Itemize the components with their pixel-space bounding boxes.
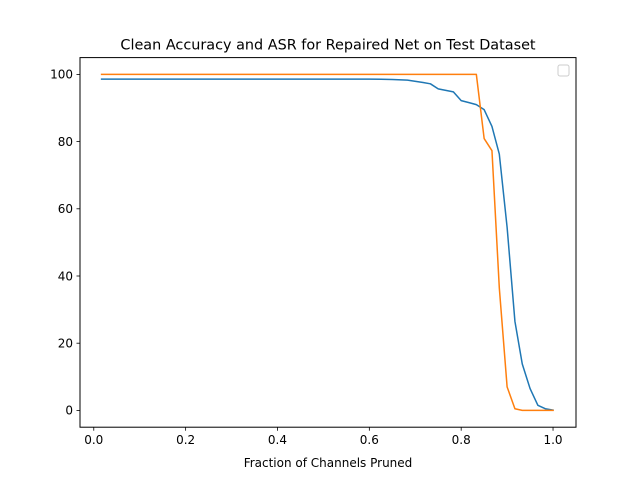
- y-tick-label: 100: [50, 68, 73, 82]
- x-tick-label: 0.4: [268, 433, 287, 447]
- axes-layer: 0.0 0.2 0.4 0.6 0.8 1.0 0 20 40 60 80 100: [50, 68, 562, 448]
- plot-frame: [79, 57, 577, 428]
- series-layer: [100, 73, 554, 412]
- x-axis-label: Fraction of Channels Pruned: [244, 456, 413, 470]
- legend-box: [557, 64, 570, 77]
- x-tick-label: 1.0: [543, 433, 562, 447]
- x-tick-label: 0.2: [176, 433, 195, 447]
- x-tick-label: 0.8: [452, 433, 471, 447]
- chart-title: Clean Accuracy and ASR for Repaired Net …: [120, 38, 536, 54]
- y-tick-label: 60: [58, 202, 73, 216]
- y-tick-label: 80: [58, 135, 73, 149]
- x-tick-label: 0.0: [84, 433, 103, 447]
- series-line-1: [100, 78, 554, 411]
- series-line-2: [100, 73, 554, 412]
- x-tick-label: 0.6: [360, 433, 379, 447]
- y-tick-label: 40: [58, 269, 73, 283]
- y-tick-label: 0: [65, 404, 73, 418]
- y-tick-label: 20: [58, 337, 73, 351]
